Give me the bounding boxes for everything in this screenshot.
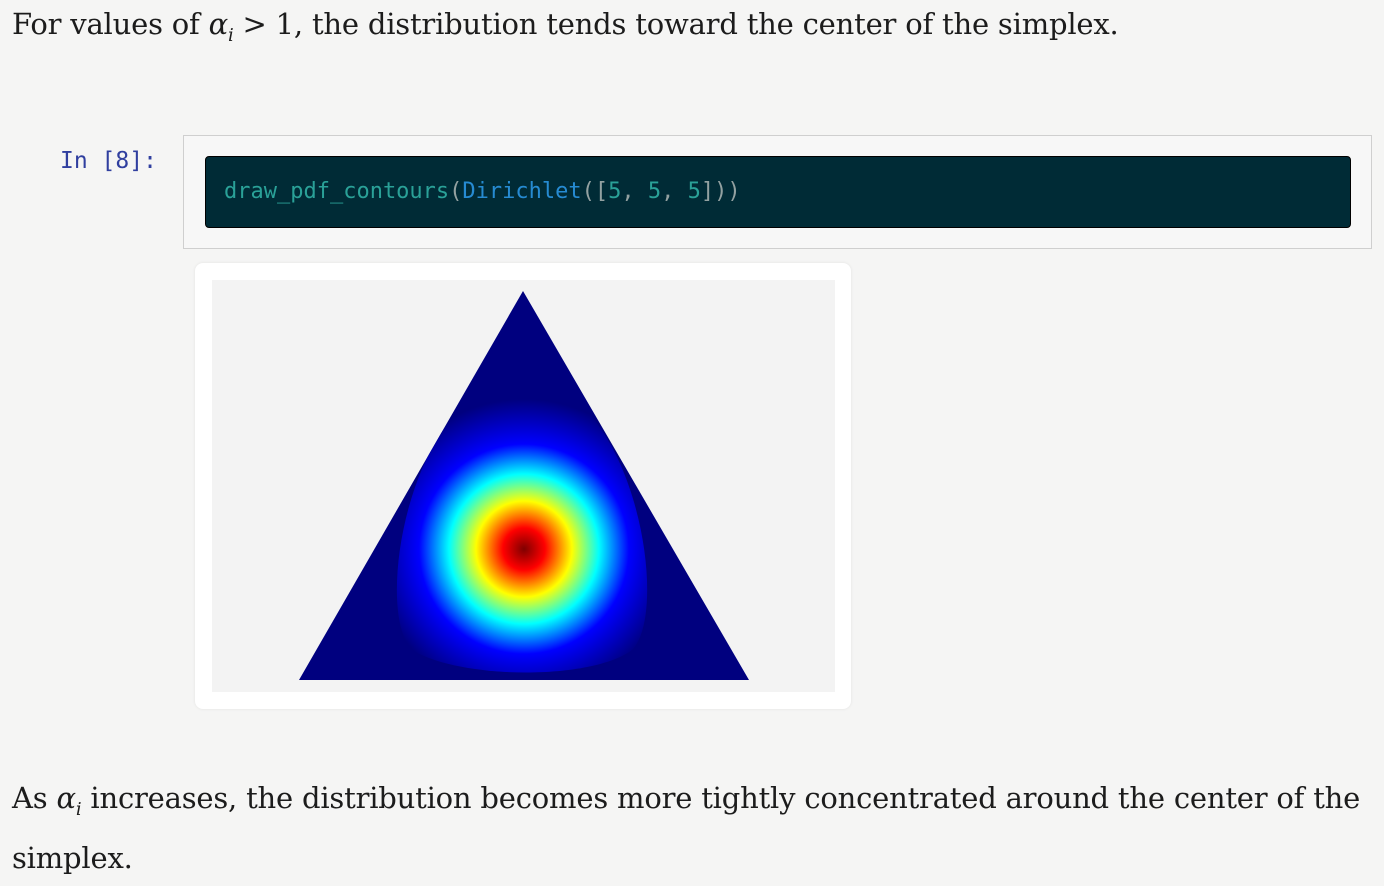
paragraph-alpha-gt-one: For values of αi > 1, the distribution t…	[12, 0, 1119, 60]
text-before: As	[12, 781, 57, 815]
code-paren: (	[449, 179, 463, 204]
code-sep: ,	[621, 179, 648, 204]
alpha-symbol: α	[56, 781, 76, 815]
code-alpha-3: 5	[687, 179, 701, 204]
density-blob	[396, 380, 648, 673]
density-contours	[396, 380, 648, 673]
code-bracket-open: ([	[581, 179, 609, 204]
dirichlet-contour-plot	[299, 291, 749, 680]
text-after: increases, the distribution becomes more…	[12, 781, 1361, 875]
alpha-subscript: i	[75, 798, 82, 820]
code-class-name: Dirichlet	[462, 179, 582, 204]
code-alpha-1: 5	[608, 179, 622, 204]
code-sep: ,	[661, 179, 688, 204]
cell-prompt: In [8]:	[60, 148, 157, 174]
paragraph-alpha-increases: As αi increases, the distribution become…	[12, 774, 1362, 882]
contour-plot-area	[212, 280, 835, 692]
math-alpha-i: αi > 1	[208, 7, 295, 46]
code-cell-input-area[interactable]: draw_pdf_contours(Dirichlet([5, 5, 5]))	[183, 135, 1372, 249]
relation-text: > 1	[233, 7, 295, 41]
code-alpha-2: 5	[647, 179, 662, 204]
text-after: , the distribution tends toward the cent…	[293, 7, 1119, 41]
text-before: For values of	[12, 7, 209, 41]
alpha-symbol: α	[208, 7, 229, 41]
alpha-subscript: i	[227, 24, 234, 46]
math-alpha-i: αi	[56, 781, 81, 820]
code-bracket-close: ]))	[700, 179, 741, 204]
code-function-name: draw_pdf_contours	[224, 179, 450, 204]
cell-output	[195, 263, 851, 709]
code-editor[interactable]: draw_pdf_contours(Dirichlet([5, 5, 5]))	[205, 156, 1351, 228]
